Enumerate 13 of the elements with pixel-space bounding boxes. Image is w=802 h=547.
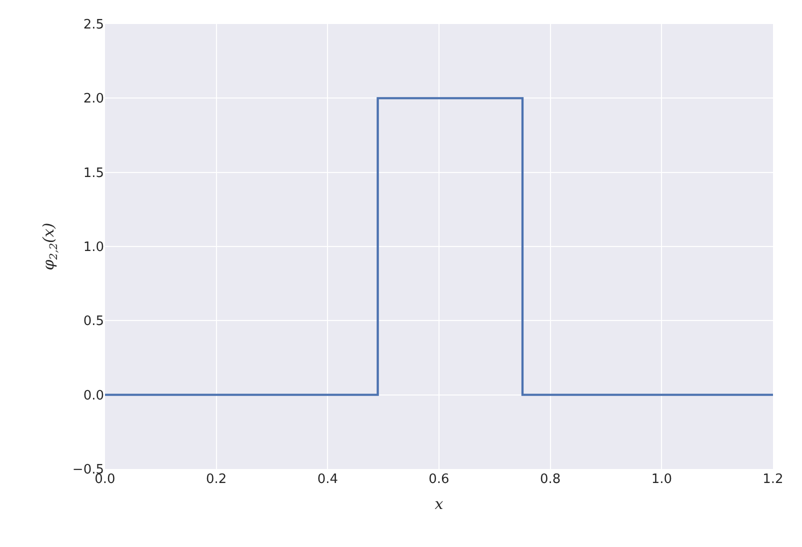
x-tick-label: 1.0 xyxy=(651,472,672,487)
x-tick-label: 1.2 xyxy=(762,472,784,487)
y-tick-label: 0.0 xyxy=(83,388,104,404)
x-axis-title: x xyxy=(434,495,444,513)
y-tick-label: 1.5 xyxy=(83,166,104,181)
x-tick-label: 0.8 xyxy=(540,472,561,487)
x-tick-label: 0.2 xyxy=(206,472,227,487)
y-tick-label: 2.5 xyxy=(83,18,104,33)
x-tick-label: 0.6 xyxy=(428,472,450,487)
x-tick-label: 0.4 xyxy=(317,472,338,487)
y-tick-label: 2.0 xyxy=(83,92,104,107)
y-tick-label: 0.5 xyxy=(83,314,104,330)
y-tick-label: 1.0 xyxy=(83,240,104,256)
